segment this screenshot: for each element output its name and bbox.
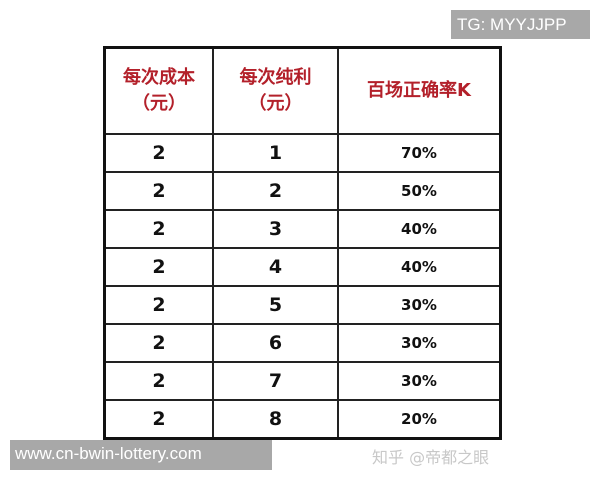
profit-cell: 2	[212, 171, 339, 211]
table-header-row: 每次成本 （元） 每次纯利 （元） 百场正确率K	[103, 46, 502, 135]
profit-cell: 8	[212, 399, 339, 440]
cost-cell: 2	[103, 323, 214, 363]
header-cost: 每次成本 （元）	[103, 46, 214, 135]
zhihu-watermark: 知乎 @帝都之眼	[372, 448, 490, 467]
header-profit: 每次纯利 （元）	[212, 46, 339, 135]
accuracy-cell: 20%	[337, 399, 502, 440]
table-row: 2 1 70%	[103, 133, 502, 173]
header-accuracy-text: 百场正确率K	[367, 80, 471, 101]
table-row: 2 4 40%	[103, 247, 502, 287]
cost-cell: 2	[103, 361, 214, 401]
cost-cell: 2	[103, 247, 214, 287]
accuracy-cell: 30%	[337, 285, 502, 325]
table-row: 2 8 20%	[103, 399, 502, 440]
header-profit-text: 每次纯利 （元）	[239, 67, 312, 114]
profit-cell: 4	[212, 247, 339, 287]
cost-cell: 2	[103, 285, 214, 325]
accuracy-cell: 40%	[337, 209, 502, 249]
table-row: 2 5 30%	[103, 285, 502, 325]
cost-cell: 2	[103, 133, 214, 173]
header-accuracy: 百场正确率K	[337, 46, 502, 135]
cost-cell: 2	[103, 209, 214, 249]
cost-cell: 2	[103, 399, 214, 440]
table-row: 2 7 30%	[103, 361, 502, 401]
table-row: 2 3 40%	[103, 209, 502, 249]
accuracy-cell: 50%	[337, 171, 502, 211]
table-row: 2 2 50%	[103, 171, 502, 211]
table-body: 2 1 70% 2 2 50% 2 3 40% 2 4 40% 2 5 30% 2 6 30% 2 7 30% 2 8 20%	[103, 133, 502, 440]
header-cost-text: 每次成本 （元）	[123, 67, 195, 114]
profit-cell: 1	[212, 133, 339, 173]
accuracy-cell: 30%	[337, 323, 502, 363]
profit-cell: 7	[212, 361, 339, 401]
accuracy-cell: 40%	[337, 247, 502, 287]
profit-cell: 5	[212, 285, 339, 325]
profit-cell: 3	[212, 209, 339, 249]
site-url-label: www.cn-bwin-lottery.com	[10, 440, 272, 470]
cost-cell: 2	[103, 171, 214, 211]
accuracy-cell: 70%	[337, 133, 502, 173]
accuracy-cell: 30%	[337, 361, 502, 401]
profit-cell: 6	[212, 323, 339, 363]
tg-contact-label: TG: MYYJJPP	[451, 10, 590, 39]
table-row: 2 6 30%	[103, 323, 502, 363]
cost-profit-accuracy-table: 每次成本 （元） 每次纯利 （元） 百场正确率K 2 1 70% 2 2 50% 2 3 40%…	[103, 46, 502, 440]
